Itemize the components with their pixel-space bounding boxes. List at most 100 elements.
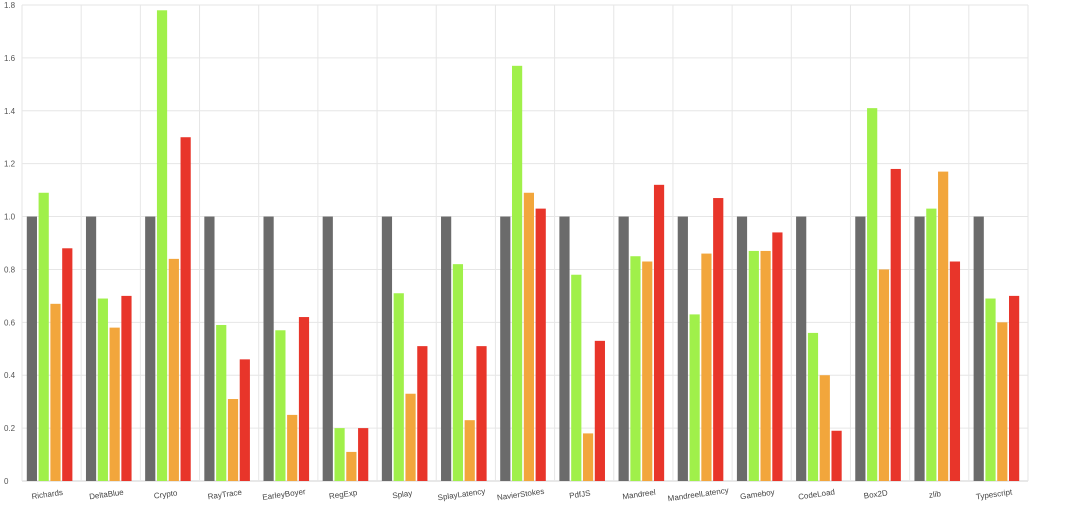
bar [760,250,771,481]
bar [322,216,333,482]
bar [168,258,179,481]
y-tick-label: 0.8 [4,265,16,274]
bar [819,375,830,481]
x-tick-label: Box2D [863,488,888,500]
bar [441,216,452,482]
x-tick-label: RegExp [328,488,358,501]
x-tick-label: DeltaBlue [89,488,125,502]
x-tick-label: SplayLatency [437,487,486,503]
y-tick-label: 0.6 [4,318,16,327]
bar [949,261,961,481]
bar [145,216,156,482]
bar [938,171,949,481]
bar [618,216,629,482]
x-tick-label: MandreelLatency [667,486,729,503]
bar [701,253,712,481]
y-tick-label: 1.8 [4,1,16,10]
bar [204,216,215,482]
x-tick-label: Crypto [153,488,178,500]
y-tick-label: 0.4 [4,371,16,380]
bar [50,303,61,481]
bars [26,10,1020,482]
bar [263,216,274,482]
bar [582,433,594,481]
x-tick-label: Typescript [975,487,1013,501]
bar [346,451,357,481]
y-tick-label: 1.0 [4,213,16,222]
x-tick-label: Splay [392,489,413,501]
bar [807,332,819,481]
bar [393,293,404,481]
bar [381,216,393,482]
bar [867,108,878,481]
y-tick-label: 1.6 [4,54,16,63]
bar [642,261,653,481]
bar [630,256,641,481]
bar [512,65,523,482]
bar [594,340,605,481]
y-axis-tick-labels: 0 0.2 0.4 0.6 0.8 1.0 1.2 1.4 1.6 1.8 [4,1,16,486]
bar [653,184,665,482]
x-tick-label: Gameboy [740,488,776,502]
bar [38,192,49,481]
x-tick-label: CodeLoad [798,487,836,501]
bar [275,330,286,481]
bar [452,264,464,481]
bar [97,298,108,481]
bar [287,414,298,481]
x-tick-label: Mandreel [622,488,657,502]
bar [180,137,191,481]
bar [914,216,925,482]
bar [523,192,534,481]
bar [736,216,748,482]
bar [772,232,783,481]
bar [26,216,37,482]
bar [985,298,996,481]
bar [121,295,132,481]
bar [85,216,97,482]
x-tick-label: NavierStokes [496,487,544,503]
bar [334,428,345,481]
x-tick-label: RayTrace [207,488,243,502]
bar [405,393,416,481]
bar [878,269,890,481]
y-tick-label: 0 [4,477,9,486]
bar [997,322,1008,481]
bar [156,10,168,482]
bar [713,198,724,482]
bar [1009,295,1020,481]
x-axis-tick-labels: Richards DeltaBlue Crypto RayTrace EarleyBoy… [31,486,1014,503]
bar [677,216,688,482]
bar [890,168,901,481]
bar [748,250,759,481]
bar [559,216,570,482]
x-tick-label: EarleyBoyer [262,487,307,502]
y-tick-label: 1.2 [4,160,16,169]
y-tick-label: 0.2 [4,424,16,433]
bar [796,216,807,482]
bar [476,346,487,481]
bar [417,346,428,481]
bar [973,216,984,482]
bar [926,208,937,481]
bar [855,216,866,482]
bar [689,314,700,481]
bar [571,274,582,481]
bar [298,317,310,481]
bar [239,359,250,481]
bar [500,216,511,482]
bar [464,420,475,481]
bar [535,208,546,481]
x-tick-label: PdfJS [569,489,591,501]
x-tick-label: Richards [31,488,64,501]
y-tick-label: 1.4 [4,107,16,116]
x-tick-label: zlib [928,489,942,500]
bar [216,324,227,481]
bar [831,430,842,481]
bar [109,327,120,481]
bar [358,428,369,481]
bar [62,248,73,481]
bar [227,399,239,481]
